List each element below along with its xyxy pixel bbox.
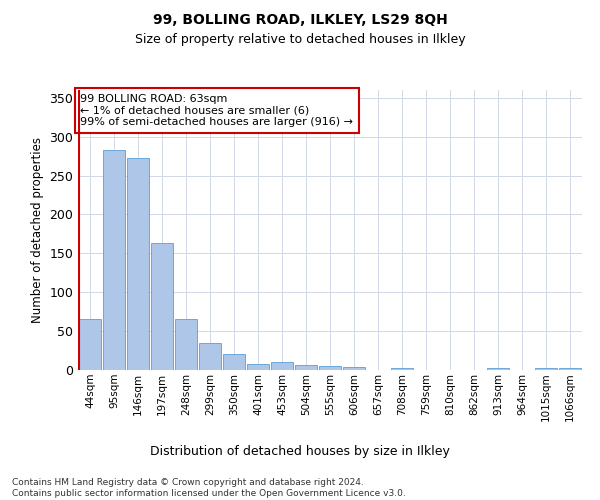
Text: Size of property relative to detached houses in Ilkley: Size of property relative to detached ho…	[134, 32, 466, 46]
Bar	[271, 362, 293, 370]
Y-axis label: Number of detached properties: Number of detached properties	[31, 137, 44, 323]
Text: 99 BOLLING ROAD: 63sqm
← 1% of detached houses are smaller (6)
99% of semi-detac: 99 BOLLING ROAD: 63sqm ← 1% of detached …	[80, 94, 353, 127]
Bar	[151, 243, 173, 370]
Bar	[343, 367, 365, 370]
Bar	[487, 368, 509, 370]
Bar	[127, 158, 149, 370]
Bar	[223, 354, 245, 370]
Bar	[103, 150, 125, 370]
Bar	[175, 320, 197, 370]
Bar	[199, 343, 221, 370]
Bar	[319, 366, 341, 370]
Bar	[79, 320, 101, 370]
Text: 99, BOLLING ROAD, ILKLEY, LS29 8QH: 99, BOLLING ROAD, ILKLEY, LS29 8QH	[152, 12, 448, 26]
Bar	[391, 368, 413, 370]
Bar	[295, 366, 317, 370]
Bar	[247, 364, 269, 370]
Text: Distribution of detached houses by size in Ilkley: Distribution of detached houses by size …	[150, 444, 450, 458]
Bar	[535, 368, 557, 370]
Text: Contains HM Land Registry data © Crown copyright and database right 2024.
Contai: Contains HM Land Registry data © Crown c…	[12, 478, 406, 498]
Bar	[559, 368, 581, 370]
